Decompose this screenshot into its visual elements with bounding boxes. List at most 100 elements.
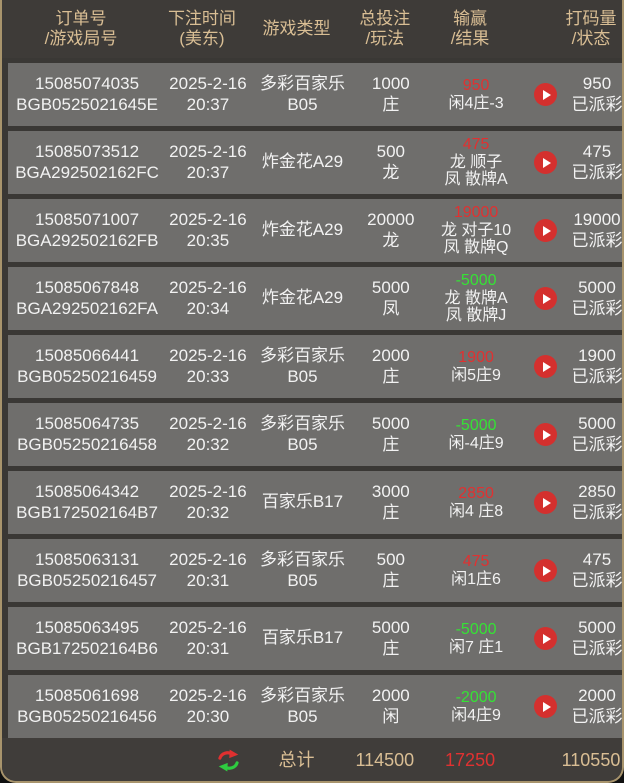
game-type: 炸金花A29 bbox=[261, 152, 344, 172]
play-icon bbox=[542, 157, 551, 168]
win-loss-amount: 950 bbox=[462, 76, 490, 94]
play-replay-button[interactable] bbox=[534, 559, 558, 582]
win-loss-cell: -5000 闲-4庄9 bbox=[426, 417, 525, 453]
wager-amount: 1900 bbox=[578, 346, 616, 366]
result-line: 闲5庄9 bbox=[451, 366, 501, 384]
game-type-code: B05 bbox=[287, 570, 318, 590]
wagering-cell: 19000 已派彩 bbox=[566, 210, 622, 250]
order-cell: 15085074035 BGB0525021645E bbox=[8, 74, 166, 114]
bet-time: 20:32 bbox=[186, 502, 230, 522]
win-loss-cell: 2850 闲4 庄8 bbox=[426, 485, 525, 521]
status: 已派彩 bbox=[571, 570, 623, 590]
play-method: 庄 bbox=[382, 502, 400, 522]
game-type-cell: 多彩百家乐 B05 bbox=[250, 414, 355, 454]
play-replay-button[interactable] bbox=[534, 287, 558, 310]
footer-refresh-cell bbox=[160, 748, 244, 773]
play-method: 庄 bbox=[382, 366, 400, 386]
play-replay-button[interactable] bbox=[534, 627, 558, 650]
column-header-line: 下注时间 bbox=[167, 8, 236, 28]
play-replay-button[interactable] bbox=[534, 151, 558, 174]
bet-amount: 5000 bbox=[371, 414, 410, 434]
replay-cell bbox=[526, 355, 566, 378]
play-method: 庄 bbox=[382, 638, 400, 658]
column-header-line: /状态 bbox=[571, 29, 611, 48]
game-round-id: BGB05250216459 bbox=[17, 366, 157, 386]
win-loss-amount: 19000 bbox=[453, 203, 499, 221]
total-wagering-amount: 110550 bbox=[561, 749, 621, 770]
win-loss-amount: 1900 bbox=[458, 348, 494, 366]
game-type-code: B05 bbox=[287, 366, 318, 386]
win-loss-amount: -5000 bbox=[455, 271, 497, 289]
replay-cell bbox=[526, 491, 566, 514]
bet-amount: 500 bbox=[376, 142, 405, 162]
order-id: 15085063131 bbox=[35, 550, 140, 570]
wagering-cell: 475 已派彩 bbox=[566, 142, 622, 182]
play-replay-button[interactable] bbox=[534, 83, 558, 106]
game-type: 多彩百家乐 bbox=[259, 74, 345, 94]
bet-date: 2025-2-16 bbox=[169, 686, 247, 706]
wager-amount: 950 bbox=[582, 74, 612, 94]
game-type: 多彩百家乐 bbox=[259, 550, 345, 570]
game-type-cell: 百家乐B17 bbox=[250, 628, 355, 648]
order-id: 15085061698 bbox=[35, 686, 140, 706]
bet-date: 2025-2-16 bbox=[169, 210, 247, 230]
game-type-cell: 炸金花A29 bbox=[250, 220, 355, 240]
order-cell: 15085073512 BGA292502162FC bbox=[8, 142, 166, 182]
game-type: 多彩百家乐 bbox=[259, 346, 345, 366]
refresh-icon[interactable] bbox=[215, 748, 242, 773]
wager-amount: 5000 bbox=[578, 414, 616, 434]
bet-date: 2025-2-16 bbox=[169, 278, 247, 298]
bet-date: 2025-2-16 bbox=[169, 414, 247, 434]
wagering-cell: 475 已派彩 bbox=[566, 550, 623, 590]
play-replay-button[interactable] bbox=[534, 423, 558, 446]
order-cell: 15085066441 BGB05250216459 bbox=[8, 346, 166, 386]
bet-date: 2025-2-16 bbox=[169, 618, 247, 638]
game-type-code: B05 bbox=[287, 706, 318, 726]
game-round-id: BGB172502164B7 bbox=[16, 502, 158, 522]
play-replay-button[interactable] bbox=[534, 491, 558, 514]
bet-time: 20:31 bbox=[186, 570, 230, 590]
status: 已派彩 bbox=[571, 94, 623, 114]
column-header-line: 订单号 bbox=[55, 8, 107, 28]
bet-amount: 1000 bbox=[371, 74, 410, 94]
bet-amount: 2000 bbox=[371, 346, 410, 366]
table-row: 15085073512 BGA292502162FC 2025-2-16 20:… bbox=[8, 131, 622, 194]
status: 已派彩 bbox=[571, 502, 623, 522]
play-replay-button[interactable] bbox=[534, 219, 558, 242]
table-row: 15085074035 BGB0525021645E 2025-2-16 20:… bbox=[8, 63, 623, 126]
column-header-line: 总投注 bbox=[359, 8, 411, 28]
result-line: 闲4庄-3 bbox=[448, 94, 504, 112]
bet-time: 20:33 bbox=[186, 366, 230, 386]
win-loss-amount: 2850 bbox=[458, 484, 494, 502]
win-loss-cell: 950 闲4庄-3 bbox=[426, 77, 525, 113]
wagering-cell: 2850 已派彩 bbox=[566, 482, 623, 522]
column-header-order: 订单号 /游戏局号 bbox=[2, 9, 160, 49]
bet-date: 2025-2-16 bbox=[169, 550, 247, 570]
wagering-cell: 1900 已派彩 bbox=[566, 346, 623, 386]
bet-date: 2025-2-16 bbox=[169, 142, 247, 162]
win-loss-cell: -2000 闲4庄9 bbox=[426, 689, 525, 725]
replay-cell bbox=[526, 83, 566, 106]
wager-amount: 19000 bbox=[573, 210, 621, 230]
win-loss-amount: -5000 bbox=[455, 620, 497, 638]
bet-amount: 5000 bbox=[371, 618, 410, 638]
wagering-cell: 5000 已派彩 bbox=[566, 618, 622, 658]
table-body: 15085074035 BGB0525021645E 2025-2-16 20:… bbox=[2, 58, 622, 738]
bet-time-cell: 2025-2-16 20:32 bbox=[166, 414, 250, 454]
play-replay-button[interactable] bbox=[534, 355, 558, 378]
bet-amount: 2000 bbox=[371, 686, 410, 706]
column-header-line: /玩法 bbox=[365, 29, 405, 48]
play-replay-button[interactable] bbox=[534, 695, 558, 718]
order-cell: 15085067848 BGA292502162FA bbox=[8, 278, 166, 318]
game-type-cell: 炸金花A29 bbox=[250, 152, 355, 172]
game-round-id: BGA292502162FB bbox=[15, 230, 159, 250]
column-header-line: /结果 bbox=[450, 29, 490, 48]
table-row: 15085063495 BGB172502164B6 2025-2-16 20:… bbox=[8, 607, 622, 670]
status: 已派彩 bbox=[571, 366, 623, 386]
play-method: 凤 bbox=[382, 298, 400, 318]
play-method: 庄 bbox=[382, 434, 400, 454]
table-footer: 总计 114500 17250 110550 bbox=[2, 738, 622, 781]
game-round-id: BGB05250216458 bbox=[17, 434, 157, 454]
game-round-id: BGB172502164B6 bbox=[16, 638, 158, 658]
